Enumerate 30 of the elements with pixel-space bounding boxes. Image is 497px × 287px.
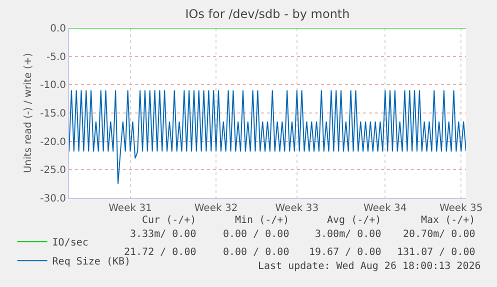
text: 0.00 / 0.00 bbox=[223, 247, 290, 258]
y-tick-label: 0.0 bbox=[50, 24, 66, 34]
text: 19.67 / 0.00 bbox=[309, 247, 382, 258]
x-tick-label: Week 32 bbox=[194, 203, 238, 214]
text: Max (-/+) bbox=[421, 215, 476, 226]
text: Last update: Wed Aug 26 18:00:13 2026 bbox=[258, 261, 481, 272]
y-tick-label: -15.0 bbox=[40, 108, 66, 120]
chart-title: IOs for /dev/sdb - by month bbox=[185, 7, 350, 22]
legend-label: Req Size (KB) bbox=[52, 256, 131, 268]
y-tick-label: -25.0 bbox=[40, 165, 66, 176]
x-tick-label: Week 31 bbox=[108, 203, 152, 214]
x-tick-label: Week 34 bbox=[363, 203, 407, 214]
y-tick-label: -30.0 bbox=[40, 194, 66, 204]
text: 0.00 / 0.00 bbox=[223, 229, 290, 240]
text: 3.00m/ 0.00 bbox=[315, 229, 382, 240]
y-tick-label: -5.0 bbox=[46, 52, 66, 63]
text: Cur (-/+) bbox=[142, 215, 196, 226]
text: Avg (-/+) bbox=[327, 215, 382, 226]
text: 3.33m/ 0.00 bbox=[130, 229, 196, 240]
y-tick-label: -10.0 bbox=[40, 80, 66, 92]
line-series bbox=[69, 90, 466, 184]
text: 131.07 / 0.00 bbox=[397, 247, 476, 258]
x-tick-label: Week 33 bbox=[275, 203, 319, 214]
text: 21.72 / 0.00 bbox=[124, 247, 196, 258]
x-tick-label: Week 35 bbox=[439, 203, 483, 214]
text: 20.70m/ 0.00 bbox=[403, 229, 476, 240]
y-axis-title: Units read (-) / write (+) bbox=[23, 52, 34, 174]
legend-label: IO/sec bbox=[52, 238, 88, 249]
text: Min (-/+) bbox=[235, 215, 290, 226]
y-tick-label: -20.0 bbox=[40, 136, 66, 148]
